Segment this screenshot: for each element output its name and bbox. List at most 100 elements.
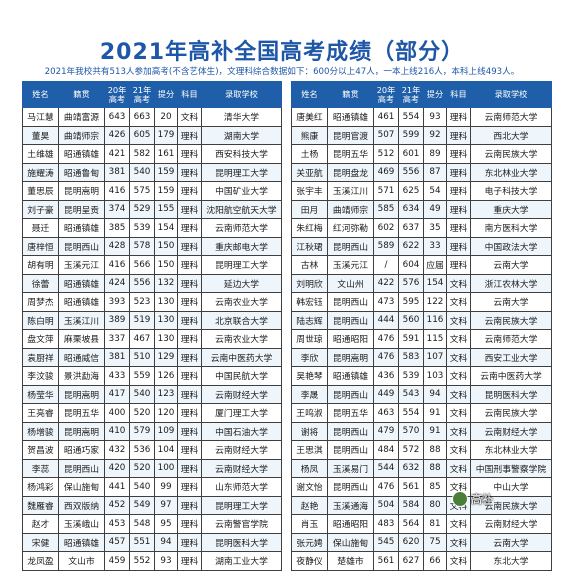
table-row: 韩宏钰 昆明西山 473 595 122 文科 云南大学 [291, 292, 552, 312]
admitted-cell: 清华大学 [201, 107, 282, 127]
table-row: 魏雁睿 西双版纳 452 549 97 理科 昆明理工大学 [22, 495, 282, 515]
score20-cell: 571 [373, 181, 399, 201]
table-row: 杨增骏 昆明嵩明 410 579 109 理科 中国石油大学 [22, 421, 282, 441]
name-cell: 谢文怡 [291, 477, 328, 497]
score20-cell: 476 [373, 347, 399, 367]
name-cell: 施耀涛 [22, 162, 59, 182]
gain-cell: 99 [154, 477, 178, 497]
gain-cell: 159 [154, 162, 178, 182]
score20-cell: / [373, 255, 399, 275]
gain-cell: 130 [154, 310, 178, 330]
header-score21: 21年 高考 [129, 81, 155, 108]
gain-cell: 66 [423, 551, 447, 571]
name-cell: 董昊 [22, 125, 59, 145]
subject-cell: 文科 [177, 107, 202, 127]
score21-cell: 566 [129, 255, 155, 275]
admitted-cell: 云南中医药大学 [470, 366, 552, 386]
header-gain: 提分 [423, 81, 447, 108]
score20-cell: 476 [373, 329, 399, 349]
subject-cell: 理科 [446, 181, 471, 201]
score20-cell: 420 [104, 458, 130, 478]
origin-cell: 文山市 [58, 551, 105, 571]
score20-cell: 512 [373, 144, 399, 164]
score20-cell: 457 [104, 532, 130, 552]
gain-cell: 应届 [423, 255, 447, 275]
gain-cell: 91 [423, 421, 447, 441]
table-row: 董昊 曲靖师宗 426 605 179 理科 湖南大学 [22, 125, 282, 145]
score21-cell: 540 [129, 162, 155, 182]
name-cell: 周梦杰 [22, 292, 59, 312]
score21-cell: 637 [398, 218, 424, 238]
admitted-cell: 云南财经大学 [470, 421, 552, 441]
table-row: 盘文萍 麻栗坡县 337 467 130 理科 云南农业大学 [22, 329, 282, 349]
admitted-cell: 北京联合大学 [201, 310, 282, 330]
admitted-cell: 东北林业大学 [470, 162, 552, 182]
admitted-cell: 中国矿业大学 [201, 181, 282, 201]
subject-cell: 理科 [177, 236, 202, 256]
score21-cell: 529 [129, 199, 155, 219]
score20-cell: 561 [373, 551, 399, 571]
score21-cell: 523 [129, 292, 155, 312]
gain-cell: 132 [154, 273, 178, 293]
admitted-cell: 中国民航大学 [201, 366, 282, 386]
score20-cell: 504 [373, 495, 399, 515]
subject-cell: 文科 [446, 384, 471, 404]
name-cell: 夜静仪 [291, 551, 328, 571]
score21-cell: 601 [398, 144, 424, 164]
name-cell: 韩宏钰 [291, 292, 328, 312]
score20-cell: 385 [104, 218, 130, 238]
table-row: 张元娉 保山施甸 545 620 75 文科 云南大学 [291, 532, 552, 552]
score21-cell: 583 [398, 347, 424, 367]
admitted-cell: 昆明理工大学 [201, 255, 282, 275]
table-row: 赵艳玉溪通海50458480文科云南民族大学 [291, 495, 552, 515]
admitted-cell: 云南师范大学 [470, 107, 552, 127]
name-cell: 谢将 [291, 421, 328, 441]
admitted-cell: 东北林业大学 [470, 440, 552, 460]
admitted-cell: 昆明医科大学 [201, 532, 282, 552]
name-cell: 赵才 [22, 514, 59, 534]
score21-cell: 579 [129, 421, 155, 441]
score21-cell: 570 [398, 421, 424, 441]
subject-cell: 理科 [177, 384, 202, 404]
score20-cell: 507 [373, 125, 399, 145]
wechat-logo-icon [452, 491, 468, 507]
origin-cell: 昆明西山 [327, 384, 374, 404]
header-subject: 科目 [177, 81, 202, 108]
gain-cell: 154 [154, 218, 178, 238]
origin-cell: 昆明西山 [327, 236, 374, 256]
subject-cell: 理科 [177, 144, 202, 164]
origin-cell: 昆明五华 [58, 403, 105, 423]
origin-cell: 昆明西山 [327, 310, 374, 330]
name-cell: 杨鸿彩 [22, 477, 59, 497]
subject-cell: 文科 [446, 421, 471, 441]
origin-cell: 昭通镇雄 [58, 218, 105, 238]
gain-cell: 87 [423, 162, 447, 182]
subject-cell: 理科 [446, 199, 471, 219]
score21-cell: 560 [398, 310, 424, 330]
table-row: 杨莹华 昆明嵩明 417 540 123 理科 云南财经大学 [22, 384, 282, 404]
score21-cell: 539 [398, 366, 424, 386]
subject-cell: 理科 [177, 181, 202, 201]
origin-cell: 曲靖师宗 [58, 125, 105, 145]
subject-cell: 文科 [446, 292, 471, 312]
subject-cell: 文科 [446, 514, 471, 534]
admitted-cell: 中国石油大学 [201, 421, 282, 441]
origin-cell: 玉溪元江 [327, 255, 374, 275]
origin-cell: 昆明五华 [327, 403, 374, 423]
name-cell: 土杨 [291, 144, 328, 164]
score20-cell: 381 [104, 162, 130, 182]
gain-cell: 54 [423, 181, 447, 201]
watermark: 高补 [452, 491, 493, 507]
score21-cell: 625 [398, 181, 424, 201]
table-row: 田月 曲靖师宗 585 634 49 理科 重庆大学 [291, 199, 552, 219]
subject-cell: 理科 [177, 440, 202, 460]
name-cell: 唐美红 [291, 107, 328, 127]
name-cell: 贺昌波 [22, 440, 59, 460]
gain-cell: 91 [423, 403, 447, 423]
subject-cell: 理科 [177, 366, 202, 386]
score21-cell: 554 [398, 107, 424, 127]
table-row: 杨鸿彩 保山施甸 441 540 99 理科 山东师范大学 [22, 477, 282, 497]
subject-cell: 理科 [446, 162, 471, 182]
admitted-cell: 云南民族大学 [470, 310, 552, 330]
score21-cell: 578 [129, 236, 155, 256]
